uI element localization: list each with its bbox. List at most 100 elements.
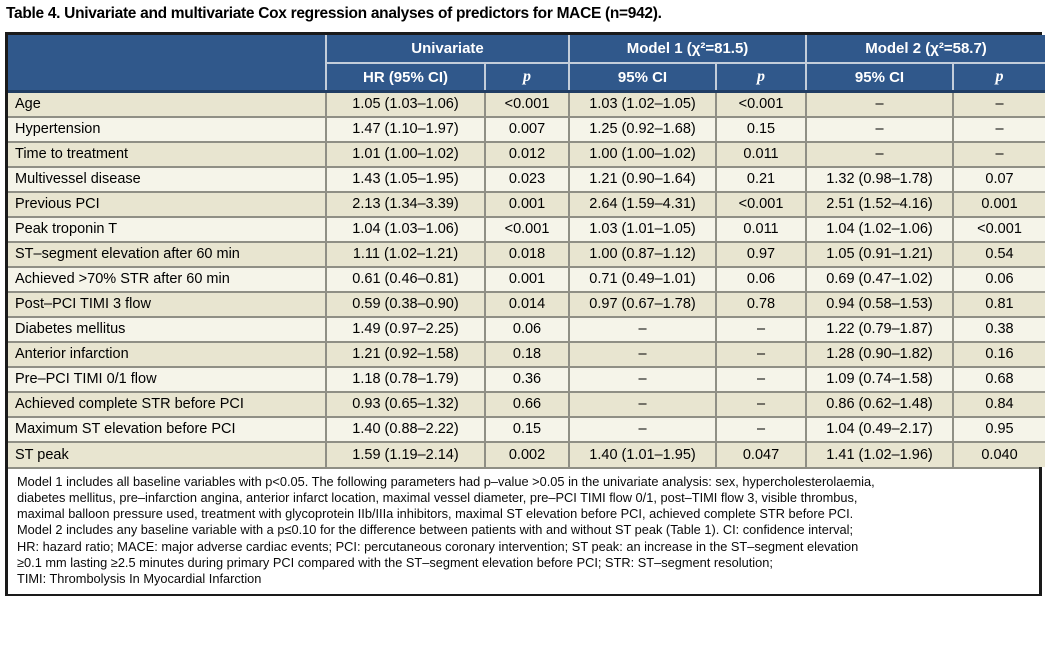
value-cell: 0.95 [952,415,1046,443]
value-cell: 0.012 [483,140,571,168]
value-cell: – [805,91,955,118]
value-cell: 0.011 [715,140,808,168]
value-cell: 0.06 [483,315,571,343]
value-cell: 1.49 (0.97–2.25) [325,315,486,343]
value-cell: 0.023 [483,165,571,193]
value-cell: <0.001 [952,215,1046,243]
value-cell: 0.84 [952,390,1046,418]
footnote-line: ≥0.1 mm lasting ≥2.5 minutes during prim… [17,554,773,570]
value-cell: – [568,365,718,393]
predictor-label: Peak troponin T [8,215,327,243]
predictor-label: Achieved >70% STR after 60 min [8,265,327,293]
footnote-line: diabetes mellitus, pre–infarction angina… [17,489,858,505]
value-cell: 0.040 [952,440,1046,467]
table-row: Time to treatment 1.01 (1.00–1.02) 0.012 1.… [8,140,1046,168]
footnote-line: Model 1 includes all baseline variables … [17,473,875,489]
value-cell: – [715,415,808,443]
value-cell: – [805,140,955,168]
value-cell: 0.38 [952,315,1046,343]
value-cell: 0.97 [715,240,808,268]
value-cell: 1.04 (1.03–1.06) [325,215,486,243]
value-cell: 1.04 (0.49–2.17) [805,415,955,443]
value-cell: 0.78 [715,290,808,318]
subheader-ci-model2: 95% CI [805,63,955,93]
table-row: Previous PCI 2.13 (1.34–3.39) 0.001 2.64 (1… [8,190,1046,218]
value-cell: 1.21 (0.90–1.64) [568,165,718,193]
value-cell: 0.81 [952,290,1046,318]
value-cell: 1.22 (0.79–1.87) [805,315,955,343]
value-cell: 1.01 (1.00–1.02) [325,140,486,168]
value-cell: 0.001 [483,190,571,218]
value-cell: – [715,365,808,393]
value-cell: 0.018 [483,240,571,268]
value-cell: 0.06 [952,265,1046,293]
group-header-row: Univariate Model 1 (χ²=81.5) Model 2 (χ²… [8,35,1046,93]
predictor-label: Achieved complete STR before PCI [8,390,327,418]
value-cell: 1.32 (0.98–1.78) [805,165,955,193]
value-cell: 2.51 (1.52–4.16) [805,190,955,218]
value-cell: 0.15 [483,415,571,443]
value-cell: 0.014 [483,290,571,318]
value-cell: 1.18 (0.78–1.79) [325,365,486,393]
predictor-label: Time to treatment [8,140,327,168]
group-header-model1: Model 1 (χ²=81.5) [568,35,808,64]
value-cell: – [568,390,718,418]
value-cell: <0.001 [715,91,808,118]
table-body: Age 1.05 (1.03–1.06) <0.001 1.03 (1.02–1.05… [8,91,1046,467]
value-cell: 1.25 (0.92–1.68) [568,115,718,143]
value-cell: 0.69 (0.47–1.02) [805,265,955,293]
predictor-label: ST–segment elevation after 60 min [8,240,327,268]
table-row: Peak troponin T 1.04 (1.03–1.06) <0.001 1.0… [8,215,1046,243]
table-row: Diabetes mellitus 1.49 (0.97–2.25) 0.06– –1… [8,315,1046,343]
value-cell: 0.06 [715,265,808,293]
value-cell: 1.47 (1.10–1.97) [325,115,486,143]
value-cell: 0.047 [715,440,808,467]
value-cell: 1.21 (0.92–1.58) [325,340,486,368]
value-cell: – [952,91,1046,118]
predictor-label: Anterior infarction [8,340,327,368]
predictor-label: Age [8,91,327,118]
table-row: Multivessel disease 1.43 (1.05–1.95) 0.023… [8,165,1046,193]
value-cell: 1.05 (1.03–1.06) [325,91,486,118]
value-cell: 0.93 (0.65–1.32) [325,390,486,418]
value-cell: 1.04 (1.02–1.06) [805,215,955,243]
value-cell: 1.28 (0.90–1.82) [805,340,955,368]
value-cell: 0.18 [483,340,571,368]
value-cell: 0.94 (0.58–1.53) [805,290,955,318]
value-cell: 0.001 [952,190,1046,218]
group-header-model2: Model 2 (χ²=58.7) [805,35,1046,64]
value-cell: 0.54 [952,240,1046,268]
sub-header-row: HR (95% CI) p 95% CI p 95% CI p [8,63,1046,93]
value-cell: 1.00 (0.87–1.12) [568,240,718,268]
footnote-line: Model 2 includes any baseline variable w… [17,522,853,538]
value-cell: 1.40 (1.01–1.95) [568,440,718,467]
subheader-ci-model1: 95% CI [568,63,718,93]
value-cell: 0.36 [483,365,571,393]
value-cell: <0.001 [483,215,571,243]
table-header: Univariate Model 1 (χ²=81.5) Model 2 (χ²… [8,35,1046,93]
value-cell: 1.00 (1.00–1.02) [568,140,718,168]
cox-regression-table: Univariate Model 1 (χ²=81.5) Model 2 (χ²… [8,35,1046,467]
value-cell: 2.13 (1.34–3.39) [325,190,486,218]
table-row: Pre–PCI TIMI 0/1 flow 1.18 (0.78–1.79) 0.3… [8,365,1046,393]
value-cell: 0.71 (0.49–1.01) [568,265,718,293]
value-cell: 0.86 (0.62–1.48) [805,390,955,418]
value-cell: – [805,115,955,143]
predictor-label: Pre–PCI TIMI 0/1 flow [8,365,327,393]
subheader-p-model1: p [715,63,808,93]
predictor-label: Diabetes mellitus [8,315,327,343]
table-row: Hypertension 1.47 (1.10–1.97) 0.007 1.25 (0… [8,115,1046,143]
predictor-label: ST peak [8,440,327,467]
table-row: Post–PCI TIMI 3 flow 0.59 (0.38–0.90) 0.01… [8,290,1046,318]
value-cell: 1.03 (1.01–1.05) [568,215,718,243]
table-row: Age 1.05 (1.03–1.06) <0.001 1.03 (1.02–1.05… [8,91,1046,118]
table-row: Achieved complete STR before PCI 0.93 (0.… [8,390,1046,418]
predictor-label: Hypertension [8,115,327,143]
subheader-p-model2: p [952,63,1046,93]
value-cell: 1.09 (0.74–1.58) [805,365,955,393]
value-cell: 0.15 [715,115,808,143]
footnote-line: TIMI: Thrombolysis In Myocardial Infarct… [17,571,262,587]
value-cell: 0.002 [483,440,571,467]
table-row: ST peak 1.59 (1.19–2.14) 0.002 1.40 (1.01–1… [8,440,1046,467]
table-row: Anterior infarction 1.21 (0.92–1.58) 0.18–… [8,340,1046,368]
